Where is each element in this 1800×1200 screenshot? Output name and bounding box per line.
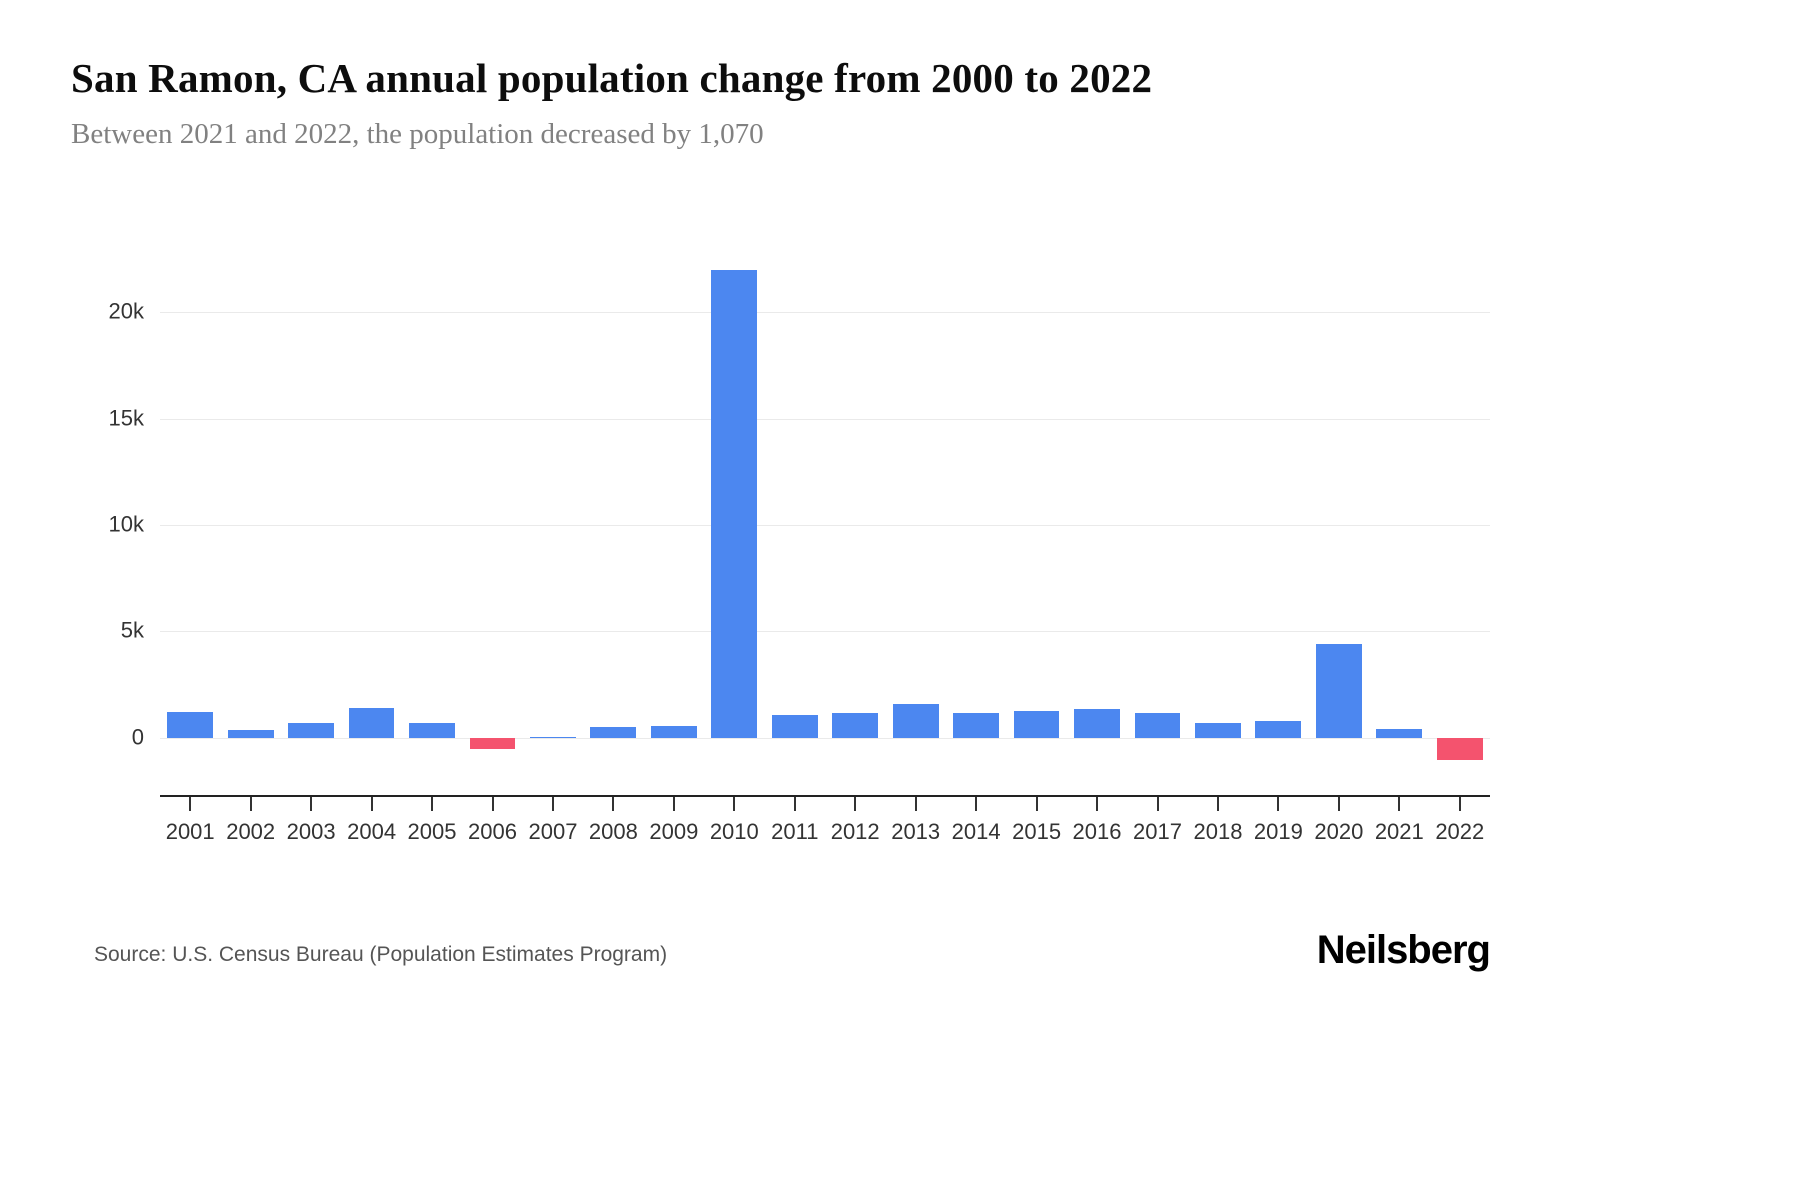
bar-2017[interactable] xyxy=(1134,713,1181,738)
gridline-5k xyxy=(160,631,1490,633)
x-axis-tick-mark xyxy=(793,797,796,811)
bar-2008[interactable] xyxy=(590,727,637,738)
bar-2016[interactable] xyxy=(1074,708,1120,738)
x-axis-tick-label-2010: 2010 xyxy=(709,819,759,844)
x-axis-tick-label-2001: 2001 xyxy=(165,819,215,844)
x-axis-tick-label-2009: 2009 xyxy=(649,819,699,844)
x-axis-tick-mark xyxy=(854,797,857,811)
bar-2014[interactable] xyxy=(953,713,1000,738)
x-axis-tick-label-2018: 2018 xyxy=(1193,819,1243,844)
x-axis-tick-mark xyxy=(1156,797,1159,811)
x-axis-tick-label-2014: 2014 xyxy=(951,819,1001,844)
x-axis-tick-label-2019: 2019 xyxy=(1253,819,1303,844)
bar-2003[interactable] xyxy=(288,722,335,738)
x-axis-tick-label-2017: 2017 xyxy=(1133,819,1182,844)
bar-2002[interactable] xyxy=(227,729,274,738)
source-text: Source: U.S. Census Bureau (Population E… xyxy=(94,943,668,966)
x-axis-tick-label-2008: 2008 xyxy=(588,819,638,844)
gridline-15k xyxy=(160,418,1490,420)
bar-2009[interactable] xyxy=(650,725,697,738)
x-axis-tick-mark xyxy=(1277,797,1280,811)
x-axis-tick-mark xyxy=(1217,797,1219,811)
gridline-20k xyxy=(160,312,1490,314)
bar-2022[interactable] xyxy=(1436,737,1483,761)
x-axis-tick-mark xyxy=(1458,797,1461,811)
x-axis-tick-mark xyxy=(1096,797,1098,811)
x-axis-tick-mark xyxy=(310,797,313,811)
x-axis-tick-label-2004: 2004 xyxy=(347,819,397,844)
x-axis-tick-mark xyxy=(491,797,494,811)
x-axis-tick-label-2013: 2013 xyxy=(891,819,941,844)
bar-2007[interactable] xyxy=(530,736,576,738)
bar-2006[interactable] xyxy=(469,737,516,750)
x-axis-tick-label-2022: 2022 xyxy=(1435,819,1485,844)
x-axis-tick-label-2015: 2015 xyxy=(1012,819,1062,844)
bar-2019[interactable] xyxy=(1255,720,1302,738)
bar-2012[interactable] xyxy=(832,713,879,738)
bar-2010[interactable] xyxy=(711,269,758,738)
y-axis-tick-label: 15k xyxy=(108,405,144,431)
x-axis-tick-label-2012: 2012 xyxy=(830,819,880,844)
y-axis-tick-label: 0 xyxy=(131,724,144,750)
neilsberg-logo[interactable]: Neilsberg xyxy=(1316,928,1491,972)
x-axis-tick-mark xyxy=(189,797,192,811)
x-axis-tick-mark xyxy=(975,797,978,811)
x-axis-tick-mark xyxy=(914,797,917,811)
x-axis-tick-label-2016: 2016 xyxy=(1072,819,1122,844)
bar-chart: 0 5k 10k 15k 20k 2001 2002 2003 2004 2005 2006 2007… xyxy=(109,240,1490,844)
page-subtitle: Between 2021 and 2022, the population de… xyxy=(71,118,764,150)
x-axis-tick-mark xyxy=(733,797,736,811)
x-axis-tick-mark xyxy=(431,797,433,811)
x-axis-tick-label-2003: 2003 xyxy=(286,819,336,844)
x-axis-tick-label-2020: 2020 xyxy=(1314,819,1364,844)
bar-2020[interactable] xyxy=(1315,644,1362,738)
x-axis-tick-mark xyxy=(1035,797,1038,811)
x-axis-tick-label-2007: 2007 xyxy=(528,819,578,844)
gridline-0 xyxy=(160,737,1490,739)
x-axis-tick-label-2002: 2002 xyxy=(226,819,276,844)
y-axis-tick-label: 10k xyxy=(108,511,144,537)
x-axis-tick-mark xyxy=(672,797,675,811)
bar-2021[interactable] xyxy=(1376,728,1423,738)
x-axis-tick-mark xyxy=(249,797,252,811)
x-axis-tick-label-2021: 2021 xyxy=(1374,819,1424,844)
x-axis-tick-label-2005: 2005 xyxy=(407,819,457,844)
x-axis-tick-mark xyxy=(370,797,373,811)
gridline-10k xyxy=(160,524,1490,526)
bar-2015[interactable] xyxy=(1013,711,1060,738)
x-axis-tick-label-2006: 2006 xyxy=(468,819,517,844)
plot-area: 0 5k 10k 15k 20k 2001 2002 2003 2004 2005 2006 2007… xyxy=(109,240,1490,844)
y-axis-tick-label: 20k xyxy=(108,298,144,324)
bar-2005[interactable] xyxy=(409,722,455,738)
x-axis-tick-mark xyxy=(612,797,615,811)
x-axis-tick-mark xyxy=(1398,797,1401,811)
bar-2018[interactable] xyxy=(1195,722,1241,738)
x-axis-tick-mark xyxy=(1337,797,1340,811)
bar-2013[interactable] xyxy=(892,703,939,738)
x-axis-tick-label-2011: 2011 xyxy=(771,819,819,844)
page-title: San Ramon, CA annual population change f… xyxy=(71,55,1153,101)
x-axis-tick-mark xyxy=(552,797,554,811)
bar-2004[interactable] xyxy=(348,707,395,738)
y-axis-tick-label: 5k xyxy=(120,617,144,643)
x-axis-line xyxy=(160,795,1490,797)
bar-2001[interactable] xyxy=(167,712,214,738)
bar-2011[interactable] xyxy=(771,715,818,738)
